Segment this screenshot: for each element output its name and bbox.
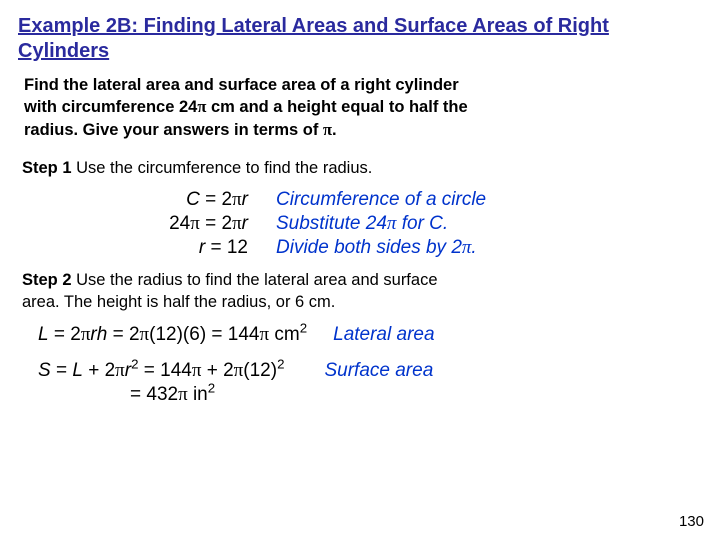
- eq-text: 24: [169, 213, 190, 234]
- pi-symbol: π: [232, 189, 242, 210]
- example-title: Example 2B: Finding Lateral Areas and Su…: [18, 14, 702, 64]
- eq-text: = 2: [200, 189, 232, 210]
- surface-area-result: = 432π in2: [130, 384, 702, 406]
- equation: r = 12: [18, 237, 276, 259]
- pi-symbol: π: [140, 324, 150, 345]
- step-text: Use the circumference to find the radius…: [72, 159, 373, 177]
- var-r: r: [242, 189, 248, 210]
- step-label: Step 1: [22, 159, 72, 177]
- eq-text: cm: [269, 324, 300, 345]
- eq-text: (12): [243, 360, 277, 381]
- equation: 24π = 2πr: [18, 213, 276, 235]
- var-l: L: [38, 324, 49, 345]
- pi-symbol: π: [190, 213, 200, 234]
- work-row: r = 12 Divide both sides by 2π.: [18, 237, 702, 259]
- problem-statement: Find the lateral area and surface area o…: [24, 74, 696, 141]
- var-c: C: [186, 189, 200, 210]
- var-s: S: [38, 360, 51, 381]
- superscript: 2: [277, 356, 284, 371]
- eq-text: in: [188, 384, 208, 405]
- superscript: 2: [208, 380, 215, 395]
- eq-text: = 432: [130, 384, 178, 405]
- eq-text: = 2: [49, 324, 81, 345]
- superscript: 2: [300, 320, 307, 335]
- var-l: L: [72, 360, 83, 381]
- eq-text: = 2: [200, 213, 232, 234]
- eq-text: = 2: [107, 324, 139, 345]
- pi-symbol: π: [323, 120, 332, 139]
- eq-text: + 2: [83, 360, 115, 381]
- annotation: Substitute 24π for C.: [276, 213, 448, 235]
- step-label: Step 2: [22, 271, 72, 289]
- pi-symbol: π: [115, 360, 125, 381]
- pi-symbol: π: [178, 384, 188, 405]
- pi-symbol: π: [81, 324, 91, 345]
- equation: C = 2πr: [18, 189, 276, 211]
- annotation: Circumference of a circle: [276, 189, 486, 211]
- page-number: 130: [679, 513, 704, 530]
- eq-text: + 2: [201, 360, 233, 381]
- step-1: Step 1 Use the circumference to find the…: [22, 157, 702, 179]
- surface-area-eq: S = L + 2πr2 = 144π + 2π(12)2 Surface ar…: [38, 360, 702, 382]
- annot-text: .: [471, 237, 476, 258]
- pi-symbol: π: [462, 237, 472, 258]
- pi-symbol: π: [234, 360, 244, 381]
- eq-text: (12)(6) = 144: [149, 324, 259, 345]
- pi-symbol: π: [260, 324, 270, 345]
- problem-line: .: [332, 121, 337, 139]
- step-text: area. The height is half the radius, or …: [22, 293, 335, 311]
- problem-line: cm and a height equal to half the: [206, 98, 467, 116]
- problem-line: with circumference 24: [24, 98, 197, 116]
- annot-text: Substitute 24: [276, 213, 387, 234]
- pi-symbol: π: [232, 213, 242, 234]
- var-rh: rh: [90, 324, 107, 345]
- eq-text: = 12: [205, 237, 248, 258]
- work-row: 24π = 2πr Substitute 24π for C.: [18, 213, 702, 235]
- problem-line: radius. Give your answers in terms of: [24, 121, 323, 139]
- annotation: Surface area: [324, 360, 433, 382]
- pi-symbol: π: [192, 360, 202, 381]
- step-2: Step 2 Use the radius to find the latera…: [22, 269, 702, 314]
- eq-text: = 144: [138, 360, 191, 381]
- work-row: C = 2πr Circumference of a circle: [18, 189, 702, 211]
- annotation: Divide both sides by 2π.: [276, 237, 477, 259]
- annot-text: for C.: [396, 213, 448, 234]
- var-r: r: [242, 213, 248, 234]
- annot-text: Divide both sides by 2: [276, 237, 462, 258]
- problem-line: Find the lateral area and surface area o…: [24, 76, 459, 94]
- annotation: Lateral area: [333, 324, 434, 346]
- step-text: Use the radius to find the lateral area …: [72, 271, 438, 289]
- lateral-area-eq: L = 2πrh = 2π(12)(6) = 144π cm2 Lateral …: [38, 324, 702, 346]
- eq-text: =: [51, 360, 73, 381]
